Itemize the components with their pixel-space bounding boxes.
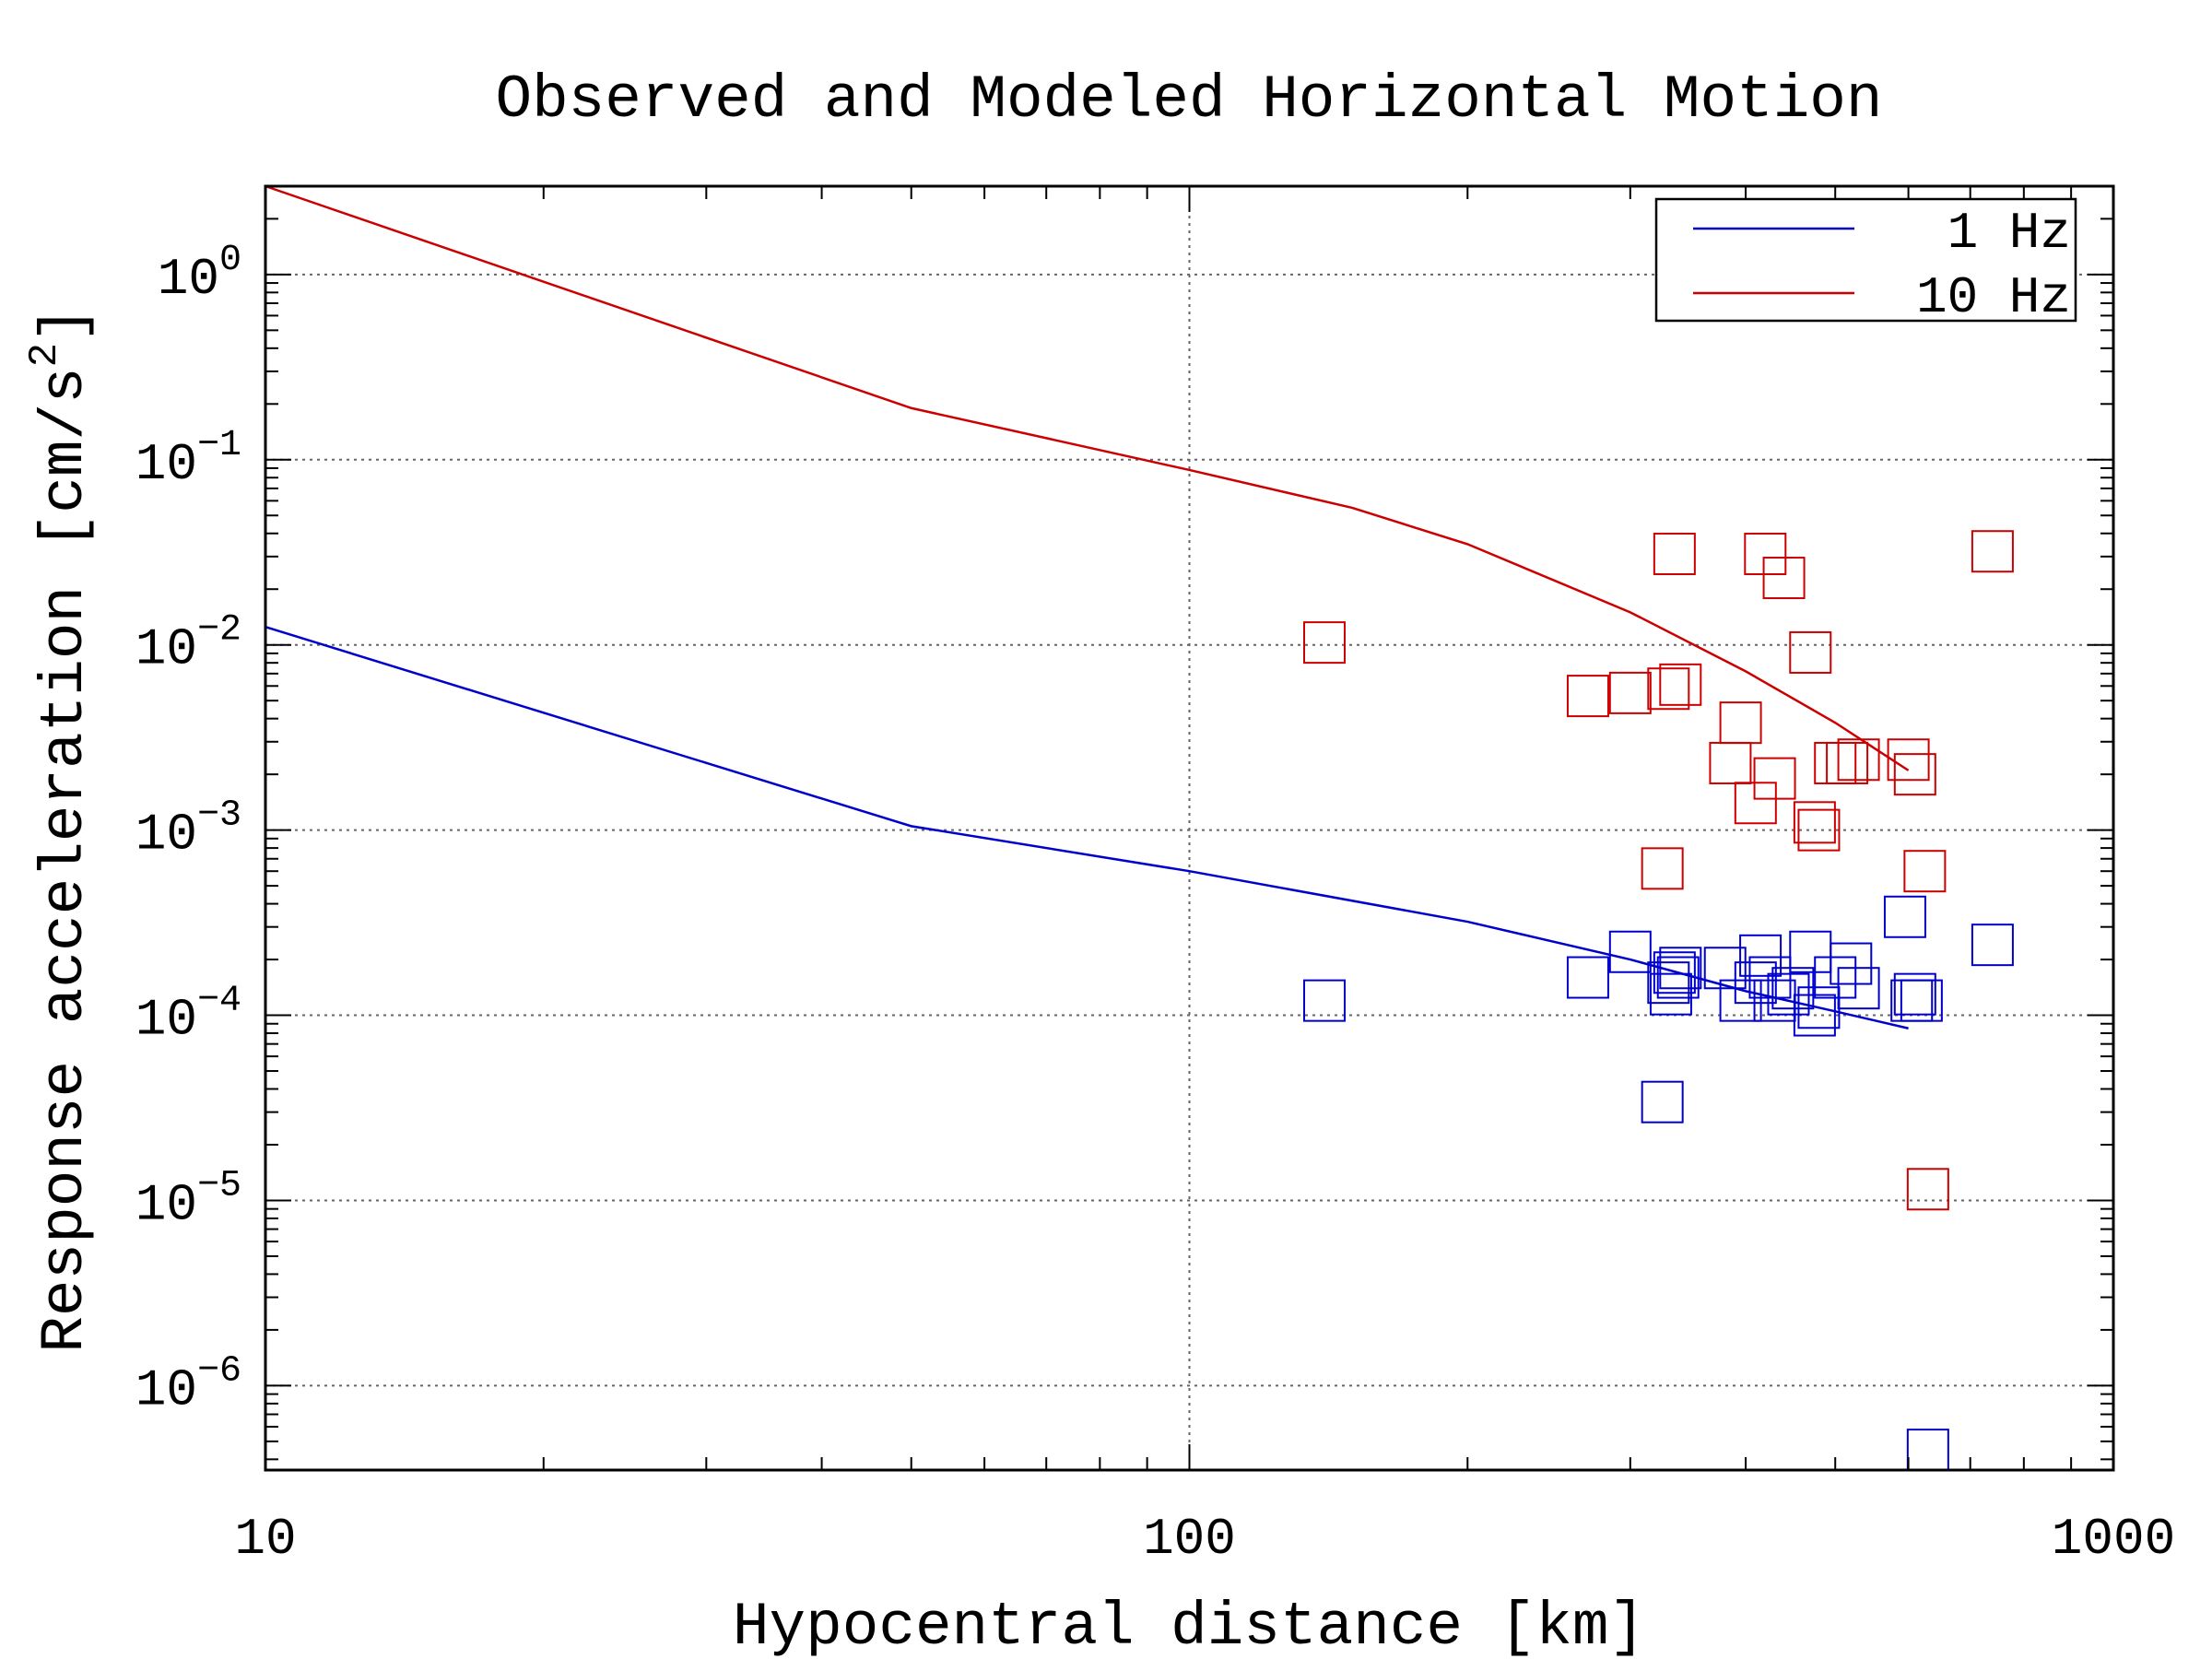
observed-point	[1887, 738, 1930, 782]
observed-point	[1971, 924, 2014, 967]
chart-title: Observed and Modeled Horizontal Motion	[495, 65, 1882, 135]
x-tick-label: 100	[1143, 1510, 1236, 1569]
y-tick-label: 10−6	[135, 1350, 241, 1419]
observed-point	[1734, 961, 1777, 1005]
observed-point	[1789, 930, 1832, 973]
observed-point	[1302, 621, 1346, 665]
observed-point	[1302, 979, 1346, 1022]
x-tick-label: 1000	[2052, 1510, 2175, 1569]
axis-ticks: 10 100 1000 100 10−1 10−2 10−3 10−4 10−5 10−6	[135, 185, 2175, 1569]
y-axis-label-close: ]	[30, 306, 100, 343]
legend-box	[1654, 197, 2077, 323]
observed-point	[1719, 701, 1762, 745]
observed-point	[1762, 557, 1806, 600]
observed-point	[1893, 753, 1936, 796]
observed-point	[1893, 972, 1936, 1016]
observed-point	[1837, 738, 1880, 782]
observed-point	[1748, 956, 1792, 999]
observed-point	[1647, 961, 1690, 1005]
observed-point	[1653, 951, 1696, 994]
observed-point	[1641, 847, 1684, 890]
observed-point	[1739, 934, 1783, 977]
series-layer	[265, 184, 2014, 1472]
observed-point	[1830, 942, 1873, 985]
observed-point	[1719, 979, 1762, 1022]
observed-point	[1641, 1080, 1684, 1124]
observed-point	[1608, 671, 1652, 714]
observed-point	[1971, 530, 2014, 573]
observed-point	[1883, 895, 1926, 938]
series-1hz	[265, 626, 2014, 1472]
observed-point	[1744, 532, 1787, 575]
observed-point	[1837, 967, 1880, 1010]
grid-lines	[265, 186, 2113, 1470]
observed-point	[1703, 947, 1747, 990]
observed-point	[1653, 532, 1696, 575]
observed-point	[1659, 947, 1702, 990]
observed-point	[1814, 956, 1857, 999]
y-tick-label: 10−2	[135, 610, 241, 679]
observed-point	[1647, 667, 1690, 711]
series-10hz	[265, 184, 2014, 1211]
observed-point	[1649, 972, 1692, 1016]
observed-point	[1906, 1429, 1949, 1472]
observed-point	[1659, 663, 1702, 706]
y-axis-label: Response acceleration [cm/s2]	[22, 306, 100, 1352]
observed-point	[1903, 850, 1947, 893]
legend-label: 1 Hz	[1947, 204, 2071, 263]
observed-point	[1753, 757, 1796, 800]
y-tick-label: 100	[158, 240, 241, 309]
observed-point	[1789, 630, 1832, 674]
model-line	[265, 626, 1909, 1030]
observed-point	[1826, 741, 1869, 784]
observed-point	[1814, 741, 1857, 784]
observed-point	[1566, 956, 1609, 999]
x-axis-label: Hypocentral distance [km]	[733, 1593, 1645, 1659]
observed-point	[1566, 675, 1609, 718]
y-tick-label: 10−3	[135, 795, 241, 865]
observed-point	[1906, 1168, 1949, 1211]
y-axis-label-main: Response acceleration [cm/s	[30, 367, 100, 1352]
observed-point	[1709, 741, 1752, 784]
y-axis-label-exponent: 2	[22, 343, 68, 367]
model-line	[265, 184, 1910, 771]
legend-label: 10 Hz	[1916, 268, 2071, 327]
observed-point	[1900, 979, 1943, 1022]
y-tick-label: 10−5	[135, 1165, 241, 1234]
observed-point	[1656, 956, 1700, 999]
observed-point	[1608, 930, 1652, 973]
y-tick-label: 10−1	[135, 425, 241, 494]
observed-point	[1793, 801, 1836, 844]
observed-point	[1734, 782, 1777, 825]
y-tick-label: 10−4	[135, 981, 241, 1050]
x-tick-label: 10	[234, 1510, 296, 1569]
observed-point	[1797, 808, 1841, 852]
